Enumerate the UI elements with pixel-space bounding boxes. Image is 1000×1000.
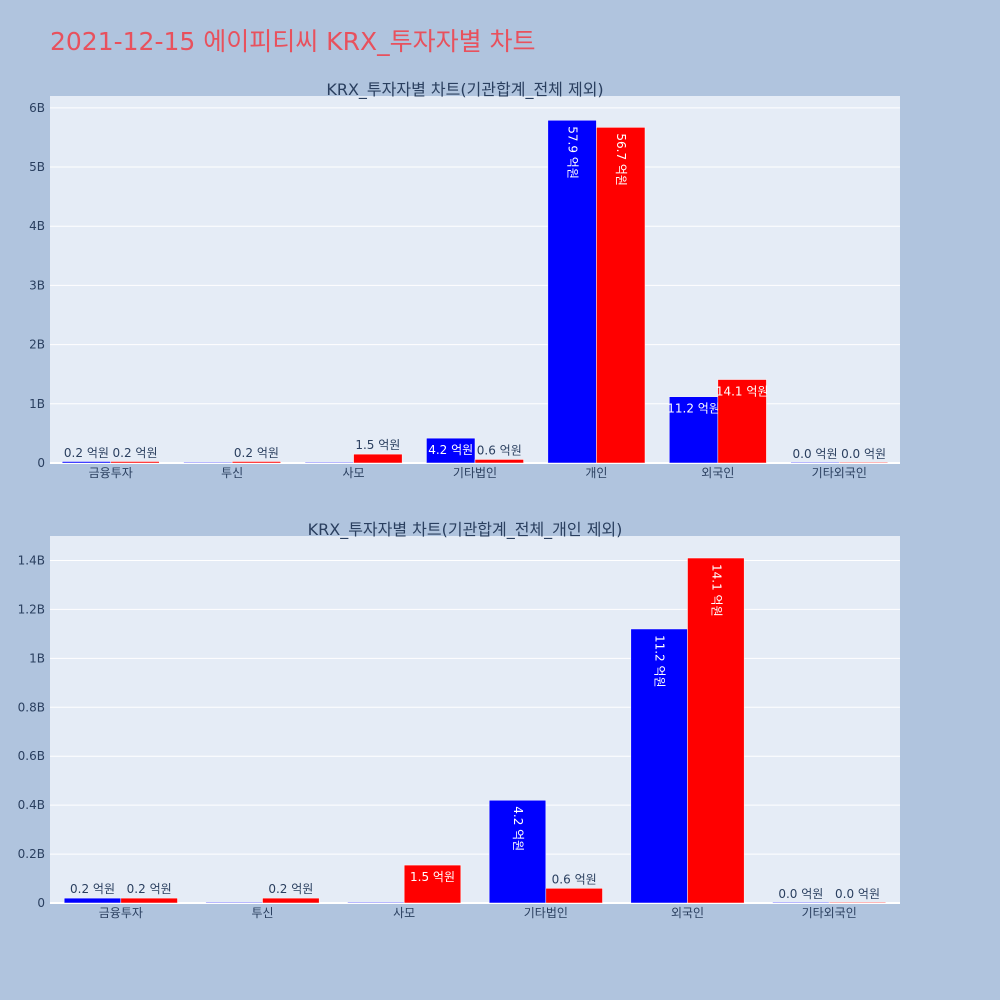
bar [545,888,603,904]
bar-label: 0.0 억원 [778,887,823,901]
x-tick-label: 기타외국인 [812,466,867,480]
bar-label: 0.0 억원 [835,887,880,901]
page-title: 2021-12-15 에이피티씨 KRX_투자자별 차트 [50,27,536,56]
bar-label: 0.0 억원 [793,447,838,461]
y-tick-label: 0.4B [18,798,45,812]
bar [772,901,830,904]
bar-label: 11.2 억원 [653,635,667,688]
bar-label: 11.2 억원 [667,402,720,416]
chart-title: KRX_투자자별 차트(기관합계_전체 제외) [326,80,603,100]
bar [231,461,281,464]
bar [828,901,887,904]
x-tick-label: 사모 [343,466,365,480]
x-tick-label: 투신 [251,906,273,920]
bar [630,628,688,904]
y-tick-label: 2B [29,338,45,352]
bar [596,127,646,464]
bar-label: 1.5 억원 [355,438,400,452]
bar [262,897,320,904]
bar [205,901,263,904]
y-tick-label: 1B [29,651,45,665]
bar-label: 14.1 억원 [709,564,723,617]
bar-label: 14.1 억원 [716,385,769,399]
y-tick-label: 0.6B [18,749,45,763]
x-tick-label: 금융투자 [99,906,143,920]
y-tick-label: 5B [29,160,45,174]
y-tick-label: 3B [29,278,45,292]
bar-label: 0.2 억원 [64,446,109,460]
y-tick-label: 1.2B [18,602,45,616]
y-tick-label: 6B [29,101,45,115]
x-tick-label: 투신 [221,466,243,480]
x-tick-label: 외국인 [671,906,704,920]
bar [110,461,160,464]
bar-label: 1.5 억원 [410,870,455,884]
bar [426,437,476,464]
bar-label: 0.6 억원 [477,443,522,457]
y-tick-label: 0 [37,456,45,470]
bar [63,897,122,904]
bar [488,799,547,904]
bar-label: 0.2 억원 [113,446,158,460]
y-tick-label: 1B [29,397,45,411]
bar [669,396,719,464]
x-tick-label: 금융투자 [89,466,133,480]
bar-label: 0.0 억원 [841,447,886,461]
bar [717,379,767,464]
y-tick-label: 0.8B [18,700,45,714]
x-tick-label: 기타외국인 [802,906,857,920]
bar-label: 0.2 억원 [70,882,115,896]
x-tick-label: 기타법인 [453,466,497,480]
y-tick-label: 0 [37,896,45,910]
chart-title: KRX_투자자별 차트(기관합계_전체_개인 제외) [308,520,623,540]
bar-label: 4.2 억원 [428,443,473,457]
bar [120,897,178,904]
bar-label: 4.2 억원 [511,806,525,851]
x-tick-label: 사모 [393,906,415,920]
x-tick-label: 기타법인 [524,906,568,920]
bar-label: 0.6 억원 [552,872,597,886]
bar [474,459,524,464]
bar-label: 57.9 억원 [566,126,580,179]
bar [353,453,403,464]
y-tick-label: 4B [29,219,45,233]
x-tick-label: 외국인 [701,466,734,480]
x-tick-label: 개인 [585,466,607,480]
chart-investor-all: 0 1B 2B 3B 4B 5B 6B KRX_투자자별 차트(기관합계_전체 제외) 금융투자… [29,80,900,480]
plot-area [50,536,900,903]
y-tick-label: 0.2B [18,847,45,861]
bar [839,461,889,464]
bar [687,557,745,904]
bar-label: 0.2 억원 [127,882,172,896]
bar-label: 0.2 억원 [234,446,279,460]
bar [403,864,462,904]
bar [347,901,405,904]
bar-label: 0.2 억원 [268,882,313,896]
bar [547,120,597,464]
y-tick-label: 1.4B [18,553,45,567]
bar-label: 56.7 억원 [614,133,628,186]
